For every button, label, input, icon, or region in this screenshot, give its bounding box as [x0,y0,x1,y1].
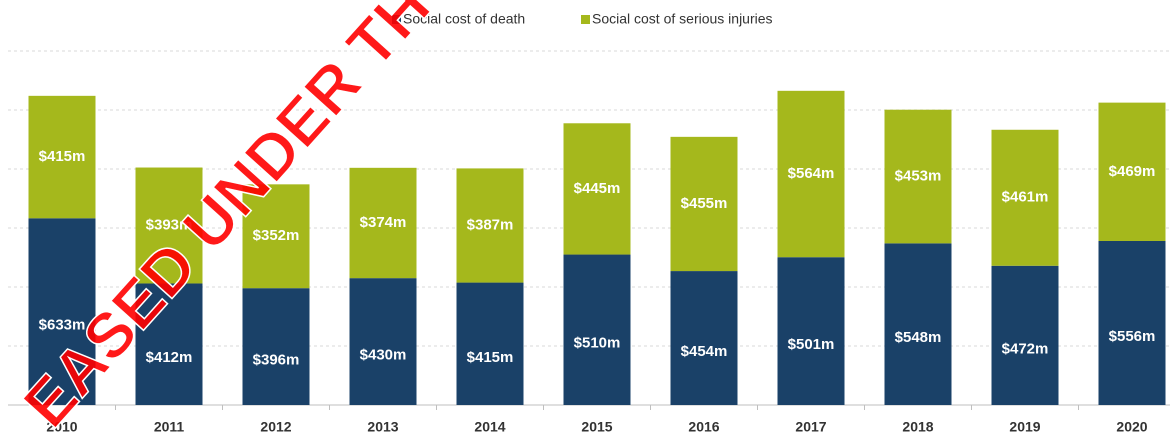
value-label: $548m [895,329,942,346]
legend-swatch [581,15,590,24]
bar-segment [349,167,417,279]
value-label: $510m [574,335,621,352]
value-label: $556m [1109,328,1156,345]
value-label: $393m [146,216,193,233]
value-label: $472m [1002,340,1049,357]
bar-segment [1098,102,1166,241]
x-tick-label: 2020 [1116,419,1147,435]
bar-segment [991,265,1059,405]
value-label: $415m [467,349,514,366]
x-tick-label: 2011 [154,419,185,435]
bar-segment [242,288,310,405]
value-label: $564m [788,165,835,182]
bar-segment [28,218,96,405]
value-label: $387m [467,216,514,233]
bar-segment [991,129,1059,266]
x-tick-label: 2012 [260,419,291,435]
value-label: $412m [146,349,193,366]
value-label: $415m [39,148,86,165]
value-label: $501m [788,336,835,353]
x-tick-label: 2014 [474,419,505,435]
bar-segment [349,278,417,405]
x-tick-label: 2016 [688,419,719,435]
legend-swatch [392,15,401,24]
legend-label: Social cost of death [403,11,525,27]
bar-segment [242,184,310,289]
bar-segment [777,257,845,405]
bar-segment [456,282,524,405]
value-label: $374m [360,214,407,231]
value-label: $352m [253,227,300,244]
bar-segment [563,254,631,405]
bar-segment [135,283,203,405]
value-label: $469m [1109,163,1156,180]
bar-segment [777,90,845,258]
value-label: $445m [574,180,621,197]
value-label: $633m [39,317,86,334]
bar-segment [28,95,96,219]
bar-segment [563,123,631,255]
bar-segment [670,136,738,272]
x-tick-label: 2018 [902,419,933,435]
x-tick-label: 2019 [1009,419,1040,435]
x-tick-label: 2010 [46,419,77,435]
bar-segment [670,271,738,405]
value-label: $396m [253,352,300,369]
value-label: $430m [360,347,407,364]
value-label: $455m [681,195,728,212]
value-label: $454m [681,343,728,360]
value-label: $453m [895,167,942,184]
value-label: $461m [1002,189,1049,206]
x-tick-label: 2013 [367,419,398,435]
bar-segment [135,167,203,284]
x-tick-label: 2017 [795,419,826,435]
bar-segment [884,109,952,244]
bar-segment [456,168,524,283]
legend-label: Social cost of serious injuries [592,11,773,27]
x-tick-label: 2015 [581,419,612,435]
bar-segment [1098,240,1166,405]
bar-segment [884,243,952,405]
